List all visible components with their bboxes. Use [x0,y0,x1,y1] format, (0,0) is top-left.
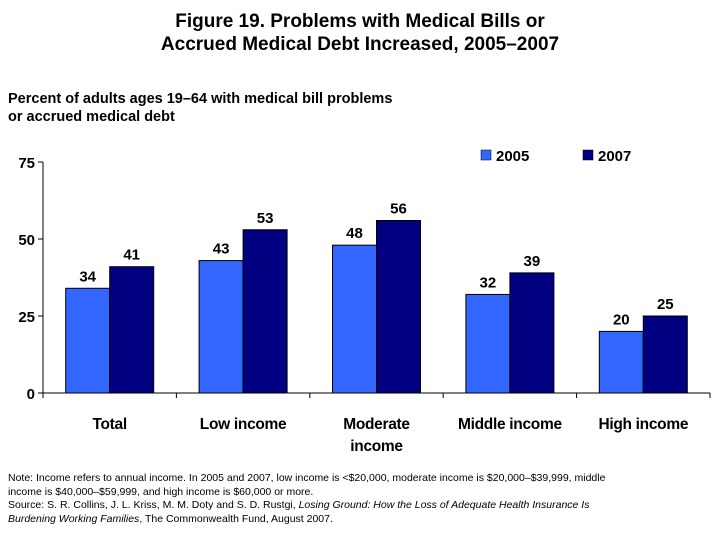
figure-title-line-1: Figure 19. Problems with Medical Bills o… [175,11,545,32]
footnote-line-4: Burdening Working Families, The Commonwe… [8,513,712,527]
chart-subtitle-line-1: Percent of adults ages 19–64 with medica… [8,91,393,107]
bar-2007-0 [109,266,155,394]
chart-subtitle: Percent of adults ages 19–64 with medica… [8,90,568,126]
data-label-2007-4: 25 [657,296,674,313]
x-category-label: Moderate [343,416,410,433]
x-category-label: income [350,438,403,455]
legend-swatch-2005 [480,149,492,161]
bar-chart: 0 25 50 75 34 43 48 32 20 41 53 56 39 25 Total Low inco… [18,148,711,455]
bar-2005-2 [332,244,377,394]
legend-swatch-2007 [582,149,594,161]
figure-title: Figure 19. Problems with Medical Bills o… [0,10,720,56]
data-label-2005-1: 43 [213,241,230,258]
bar-2007-1 [242,229,288,394]
y-tick-label: 25 [18,309,35,326]
x-category-label: High income [598,416,688,433]
x-category-label: Low income [200,416,287,433]
data-label-2007-1: 53 [257,210,274,227]
data-label-2005-3: 32 [480,274,497,291]
footnote-line-1: Note: Income refers to annual income. In… [8,472,606,484]
bar-2007-3 [509,272,555,394]
bar-2007-4 [642,315,688,394]
source-suffix: , The Commonwealth Fund, August 2007. [139,512,333,525]
data-label-2005-4: 20 [613,311,630,328]
footnote: Note: Income refers to annual income. In… [8,472,712,526]
data-label-2005-0: 34 [79,268,96,285]
data-label-2007-0: 41 [123,247,140,264]
footnote-line-2: income is $40,000–$59,999, and high inco… [8,485,314,498]
bar-2005-4 [598,330,644,394]
bar-2005-3 [465,293,511,394]
x-category-label: Total [93,416,127,433]
y-tick-label: 50 [18,232,35,249]
figure-title-line-2: Accrued Medical Debt Increased, 2005–200… [160,34,560,55]
x-category-label: Middle income [458,416,562,433]
y-tick-label: 75 [18,155,35,172]
bar-2005-1 [198,260,244,394]
legend-label-2007: 2007 [598,148,631,165]
footnote-line-3: Source: S. R. Collins, J. L. Kriss, M. M… [8,499,712,513]
data-label-2007-2: 56 [390,201,407,218]
data-label-2005-2: 48 [346,225,363,242]
chart-subtitle-line-2: or accrued medical debt [8,109,175,125]
legend-label-2005: 2005 [496,148,529,165]
y-tick-label: 0 [27,386,35,403]
bar-2007-2 [376,220,421,394]
bar-2005-0 [65,287,111,394]
data-label-2007-3: 39 [524,253,541,270]
source-title-part-2: Burdening Working Families [8,512,140,525]
source-title-part-1: Losing Ground: How the Loss of Adequate … [298,499,590,511]
source-prefix: Source: S. R. Collins, J. L. Kriss, M. M… [8,499,299,511]
